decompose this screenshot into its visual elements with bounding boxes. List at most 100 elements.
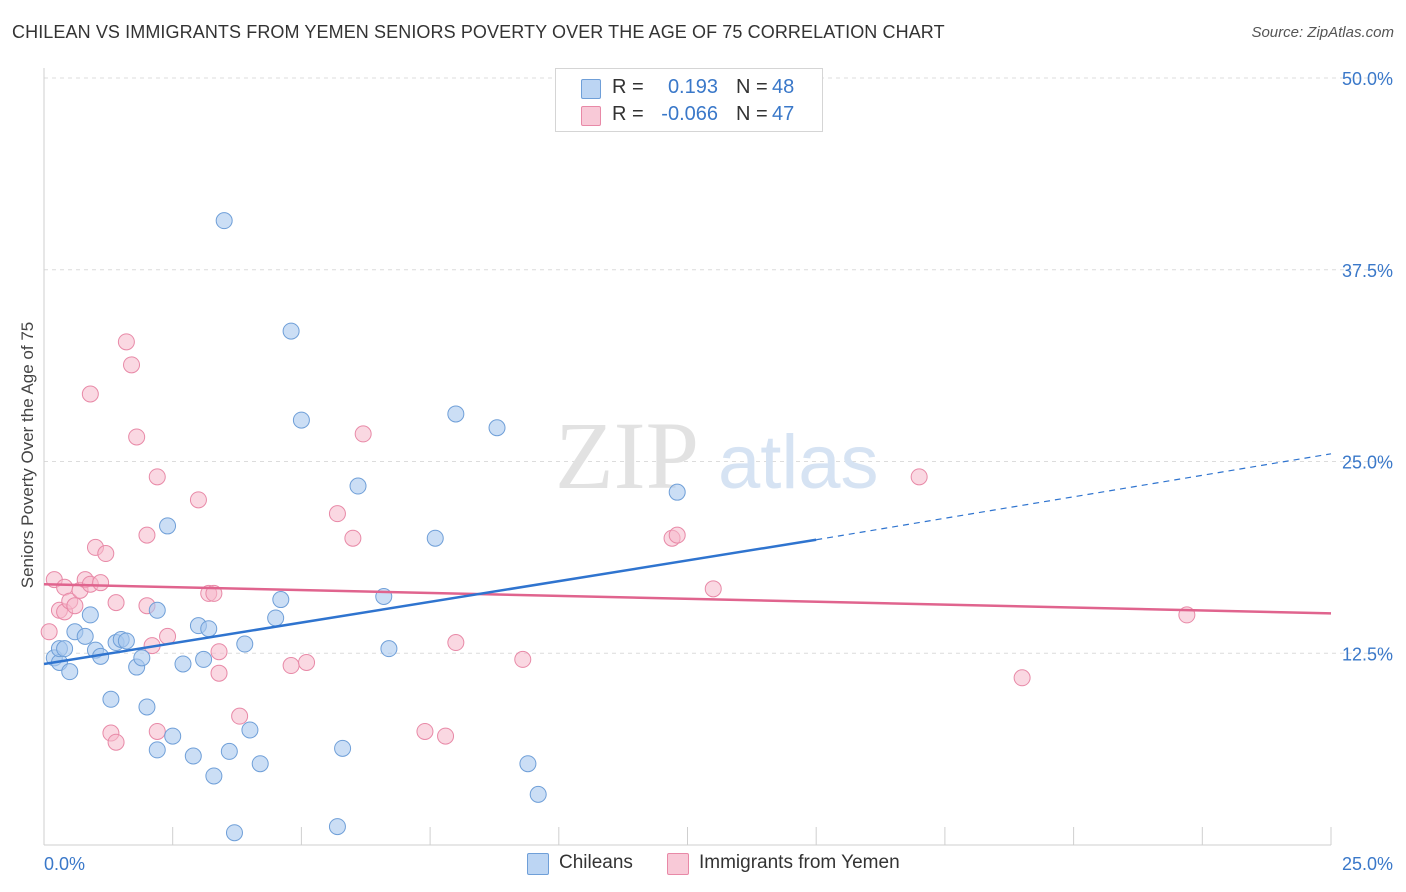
yemen-point bbox=[668, 526, 686, 544]
n-label: N = bbox=[736, 76, 768, 98]
chileans-point bbox=[292, 411, 310, 429]
chileans-point bbox=[349, 477, 367, 495]
yemen-point bbox=[447, 634, 465, 652]
chileans-trend-line bbox=[43, 538, 817, 666]
chileans-point bbox=[282, 322, 300, 340]
chileans-point bbox=[81, 606, 99, 624]
yemen-point bbox=[66, 597, 84, 615]
yemen-point bbox=[298, 653, 316, 671]
yemen-point bbox=[148, 722, 166, 740]
n-value: 47 bbox=[772, 103, 795, 125]
chileans-point bbox=[195, 650, 213, 668]
r-value: 0.193 bbox=[667, 76, 718, 98]
chileans-points bbox=[45, 212, 686, 842]
yemen-point bbox=[107, 733, 125, 751]
chileans-point bbox=[76, 627, 94, 645]
chileans-swatch bbox=[581, 79, 601, 99]
legend-row-yemen: R = -0.066 N = 47 bbox=[556, 101, 822, 127]
tick-labels: 12.5% 25.0% 37.5% 50.0% 0.0% 25.0% bbox=[44, 69, 1393, 874]
chileans-point bbox=[488, 419, 506, 437]
chileans-point bbox=[102, 690, 120, 708]
y-tick-label: 37.5% bbox=[1342, 261, 1393, 281]
source-label: Source: ZipAtlas.com bbox=[1251, 24, 1394, 41]
yemen-point bbox=[40, 623, 58, 641]
chileans-point bbox=[174, 655, 192, 673]
chileans-point bbox=[236, 635, 254, 653]
chileans-point bbox=[380, 640, 398, 658]
yemen-point bbox=[328, 505, 346, 523]
chileans-point bbox=[241, 721, 259, 739]
yemen-legend-swatch bbox=[667, 853, 689, 875]
chileans-point bbox=[334, 739, 352, 757]
axes bbox=[43, 68, 1332, 846]
chileans-point bbox=[184, 747, 202, 765]
chileans-point bbox=[117, 632, 135, 650]
chileans-point bbox=[668, 483, 686, 501]
yemen-point bbox=[107, 594, 125, 612]
yemen-point bbox=[117, 333, 135, 351]
y-tick-label: 12.5% bbox=[1342, 644, 1393, 664]
chileans-point bbox=[148, 601, 166, 619]
chileans-legend-label: Chileans bbox=[559, 852, 633, 873]
yemen-point bbox=[210, 664, 228, 682]
chileans-point bbox=[267, 609, 285, 627]
chileans-trend-extension bbox=[816, 453, 1332, 541]
correlation-legend: R = 0.193 N = 48 R = -0.066 N = 47 bbox=[555, 68, 823, 132]
yemen-point bbox=[92, 574, 110, 592]
x-tick-label: 25.0% bbox=[1342, 854, 1393, 874]
y-axis-label: Seniors Poverty Over the Age of 75 bbox=[18, 322, 37, 588]
y-tick-label: 25.0% bbox=[1342, 453, 1393, 473]
yemen-legend-label: Immigrants from Yemen bbox=[699, 852, 900, 873]
yemen-swatch bbox=[581, 106, 601, 126]
yemen-point bbox=[128, 428, 146, 446]
watermark-atlas: atlas bbox=[718, 420, 879, 505]
gridlines bbox=[44, 77, 1392, 654]
yemen-point bbox=[704, 580, 722, 598]
chileans-point bbox=[220, 742, 238, 760]
chileans-point bbox=[426, 529, 444, 547]
yemen-point bbox=[282, 657, 300, 675]
r-label: R = bbox=[612, 103, 644, 125]
chileans-point bbox=[519, 755, 537, 773]
chileans-point bbox=[272, 591, 290, 609]
yemen-point bbox=[1013, 669, 1031, 687]
yemen-points bbox=[40, 333, 1196, 751]
chileans-point bbox=[56, 640, 74, 658]
chileans-point bbox=[529, 785, 547, 803]
yemen-point bbox=[231, 707, 249, 725]
chileans-legend-swatch bbox=[527, 853, 549, 875]
yemen-point bbox=[81, 385, 99, 403]
yemen-point bbox=[910, 468, 928, 486]
yemen-point bbox=[514, 650, 532, 668]
chileans-point bbox=[215, 212, 233, 230]
r-value: -0.066 bbox=[661, 103, 718, 125]
r-label: R = bbox=[612, 76, 644, 98]
chileans-point bbox=[447, 405, 465, 423]
trend-lines bbox=[43, 453, 1332, 666]
yemen-point bbox=[138, 526, 156, 544]
yemen-point bbox=[148, 468, 166, 486]
yemen-trend-line bbox=[43, 582, 1332, 615]
yemen-point bbox=[97, 545, 115, 563]
yemen-point bbox=[189, 491, 207, 509]
yemen-point bbox=[205, 584, 223, 602]
yemen-point bbox=[416, 722, 434, 740]
n-label: N = bbox=[736, 103, 768, 125]
yemen-point bbox=[210, 643, 228, 661]
chileans-point bbox=[328, 818, 346, 836]
chileans-point bbox=[133, 649, 151, 667]
yemen-point bbox=[123, 356, 141, 374]
chileans-point bbox=[159, 517, 177, 535]
chileans-point bbox=[61, 663, 79, 681]
y-tick-label: 50.0% bbox=[1342, 69, 1393, 89]
chileans-point bbox=[225, 824, 243, 842]
x-tick-label: 0.0% bbox=[44, 854, 85, 874]
chileans-point bbox=[148, 741, 166, 759]
chileans-point bbox=[138, 698, 156, 716]
watermark: ZIP atlas bbox=[555, 402, 879, 509]
chileans-point bbox=[205, 767, 223, 785]
yemen-point bbox=[344, 529, 362, 547]
legend-row-chileans: R = 0.193 N = 48 bbox=[556, 74, 822, 100]
chileans-point bbox=[164, 727, 182, 745]
